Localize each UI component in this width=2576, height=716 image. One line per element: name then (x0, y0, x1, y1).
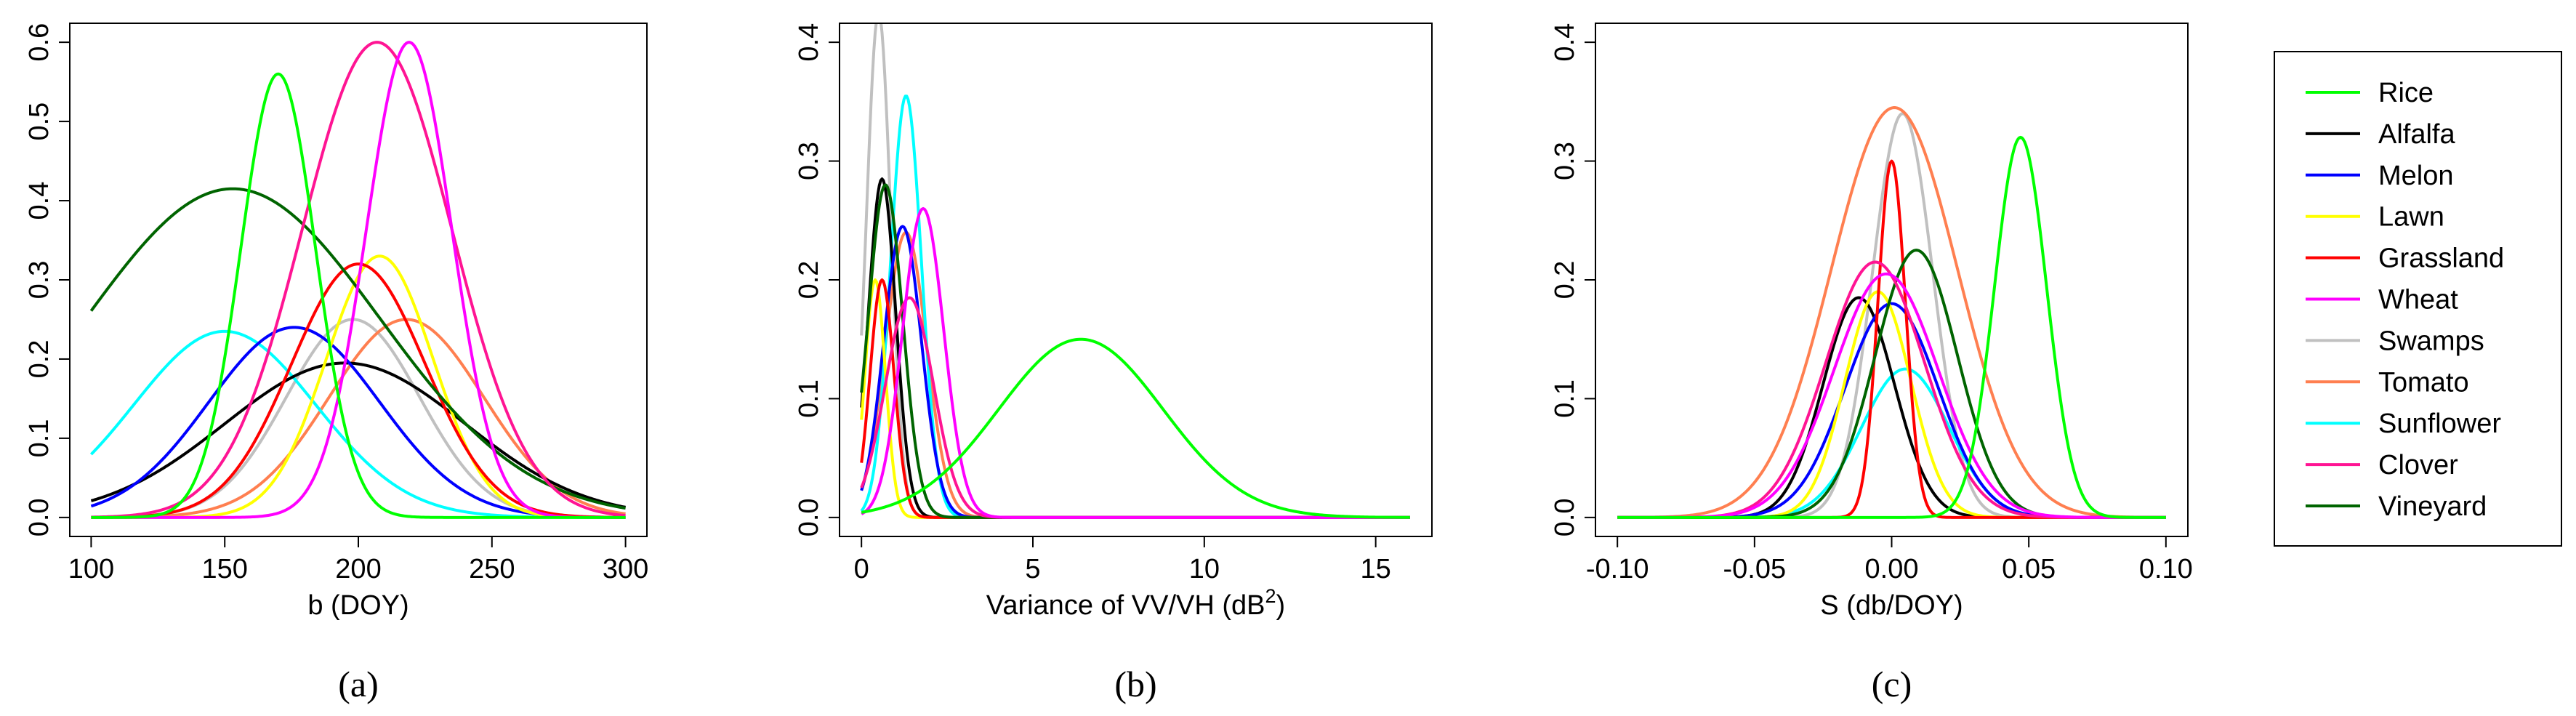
y-tick-label: 0.6 (24, 23, 55, 62)
legend-label: Wheat (2378, 285, 2458, 315)
series-line-tomato (1617, 106, 2166, 519)
legend-item-melon: Melon (2306, 161, 2454, 191)
panel-a: 100 150 200 250 300 0.0 0.1 0.2 0.3 0.4 0.5 0.6 b (D… (24, 23, 648, 704)
x-axis-label-superscript: 2 (1265, 585, 1276, 607)
x-tick-label: 10 (1189, 554, 1220, 584)
curves (89, 41, 626, 519)
panel-label: (a) (338, 664, 379, 704)
series-line-wheat (91, 41, 626, 519)
series-line-melon (1617, 302, 2166, 519)
x-tick-label: 15 (1361, 554, 1391, 584)
series-line-grassland (860, 278, 1410, 519)
legend-item-sunflower: Sunflower (2306, 409, 2501, 439)
legend-item-rice: Rice (2306, 78, 2434, 108)
legend-label: Vineyard (2378, 491, 2487, 522)
panel-c: -0.10 -0.05 0.00 0.05 0.10 0.0 0.1 0.2 0.3 0.4 S (… (1550, 23, 2193, 704)
legend-label: Tomato (2378, 367, 2469, 398)
x-tick-label: 0 (854, 554, 869, 584)
series-line-alfalfa (1617, 296, 2166, 519)
series-line-vineyard (1617, 249, 2166, 519)
legend-item-tomato: Tomato (2306, 367, 2469, 398)
series-line-rice (91, 72, 626, 519)
legend-item-lawn: Lawn (2306, 202, 2444, 233)
series-line-rice (1617, 135, 2166, 519)
x-tick-label: 5 (1025, 554, 1040, 584)
y-tick-label: 0.0 (794, 498, 824, 536)
y-tick-label: 0.3 (794, 142, 824, 180)
legend: Rice Alfalfa Melon Lawn Grassland Wheat Swamps… (2274, 51, 2562, 547)
y-tick-label: 0.5 (24, 102, 55, 141)
legend-label: Melon (2378, 161, 2454, 191)
y-tick-label: 0.3 (1550, 142, 1580, 180)
series-line-sunflower (89, 329, 626, 519)
curves (860, 23, 1410, 519)
panel-label: (c) (1872, 664, 1912, 704)
series-line-wheat (861, 206, 1410, 519)
x-tick-label: -0.10 (1586, 554, 1649, 584)
y-tick-label: 0.0 (1550, 498, 1580, 536)
x-tick-label: 150 (202, 554, 248, 584)
series-line-lawn (860, 278, 1410, 519)
y-tick-label: 0.3 (24, 261, 55, 299)
panel-label: (b) (1114, 664, 1156, 704)
series-line-rice (861, 337, 1410, 519)
curves (1617, 106, 2166, 519)
series-line-swamps (1617, 112, 2166, 519)
series-line-swamps (91, 318, 626, 519)
y-tick-label: 0.2 (1550, 261, 1580, 299)
legend-item-wheat: Wheat (2306, 285, 2458, 315)
y-tick-label: 0.0 (24, 498, 55, 536)
x-tick-label: 0.10 (2139, 554, 2193, 584)
y-tick-label: 0.4 (24, 182, 55, 220)
series-line-lawn (1617, 290, 2166, 519)
x-tick-label: 0.05 (2002, 554, 2056, 584)
y-tick-label: 0.4 (794, 23, 824, 62)
plot-frame (839, 23, 1433, 537)
series-line-alfalfa (90, 361, 626, 509)
legend-item-clover: Clover (2306, 450, 2458, 480)
series-line-clover (1617, 260, 2166, 519)
series-line-grassland (91, 262, 626, 519)
legend-item-grassland: Grassland (2306, 244, 2504, 274)
panel-b: 0 5 10 15 0.0 0.1 0.2 0.3 0.4 Variance of VV/VH (… (794, 23, 1433, 704)
x-tick-label: 300 (603, 554, 648, 584)
x-tick-label: 0.00 (1865, 554, 1919, 584)
x-tick-label: -0.05 (1723, 554, 1787, 584)
legend-label: Grassland (2378, 244, 2504, 274)
x-tick-label: 250 (469, 554, 515, 584)
y-tick-label: 0.1 (24, 419, 55, 457)
series-line-sunflower (860, 94, 1410, 519)
x-axis-label: Variance of VV/VH (dB2) (986, 585, 1285, 621)
legend-label: Alfalfa (2378, 119, 2455, 150)
y-tick-label: 0.2 (794, 261, 824, 299)
plot-frame (1595, 23, 2189, 537)
legend-item-swamps: Swamps (2306, 326, 2484, 356)
x-axis-label: S (db/DOY) (1820, 590, 1963, 621)
legend-label: Rice (2378, 78, 2434, 108)
series-line-tomato (91, 318, 626, 519)
series-line-grassland (1617, 159, 2166, 519)
series-line-vineyard (89, 187, 626, 510)
x-axis-label: b (DOY) (307, 590, 408, 621)
x-tick-label: 100 (68, 554, 114, 584)
y-tick-label: 0.1 (794, 379, 824, 418)
legend-item-vineyard: Vineyard (2306, 491, 2487, 522)
legend-label: Swamps (2378, 326, 2484, 356)
y-tick-label: 0.2 (24, 340, 55, 379)
legend-label: Clover (2378, 450, 2458, 480)
x-tick-label: 200 (335, 554, 381, 584)
y-tick-label: 0.4 (1550, 23, 1580, 62)
legend-label: Sunflower (2378, 409, 2501, 439)
y-tick-label: 0.1 (1550, 379, 1580, 418)
legend-item-alfalfa: Alfalfa (2306, 119, 2455, 150)
legend-label: Lawn (2378, 202, 2444, 233)
